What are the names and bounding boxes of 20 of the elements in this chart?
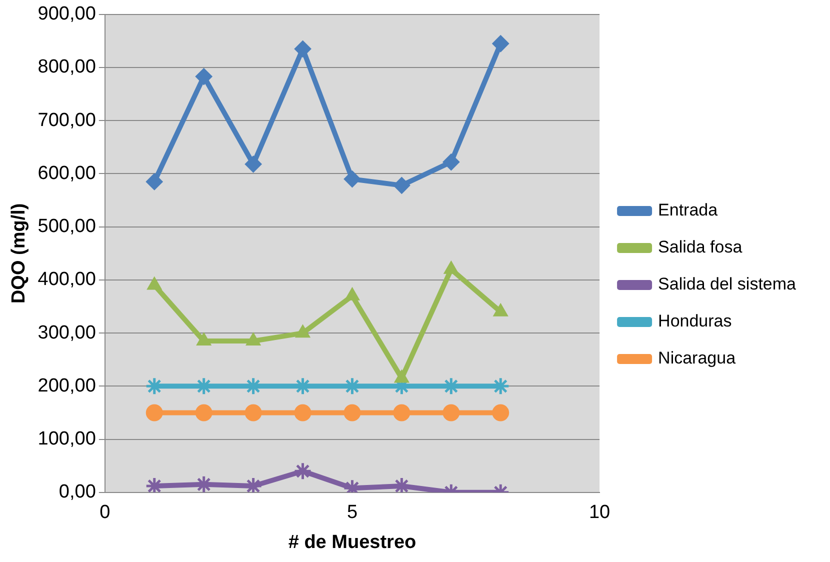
x-tick-label: 10: [588, 502, 610, 524]
legend-label: Salida fosa: [658, 238, 743, 257]
y-tick-label: 500,00: [38, 216, 96, 238]
y-axis-title: DQO (mg/l): [8, 203, 30, 304]
legend-label: Nicaragua: [658, 348, 736, 368]
x-tick-label: 5: [346, 502, 358, 524]
legend-label: Salida del sistema: [658, 274, 797, 294]
y-tick-label: 400,00: [38, 269, 96, 290]
y-tick-label: 700,00: [38, 110, 96, 131]
y-tick-label: 100,00: [38, 428, 96, 450]
x-tick-label: 0: [100, 502, 110, 524]
y-tick-label: 200,00: [38, 375, 96, 396]
legend-label: Entrada: [658, 200, 718, 220]
y-tick-label: 900,00: [38, 4, 96, 25]
y-tick-label: 600,00: [38, 162, 96, 184]
x-axis-title: # de Muestreo: [288, 532, 416, 553]
y-tick-label: 0,00: [58, 482, 96, 503]
y-tick-label: 300,00: [38, 322, 96, 344]
legend-label: Honduras: [658, 312, 732, 331]
y-tick-label: 800,00: [38, 56, 96, 78]
